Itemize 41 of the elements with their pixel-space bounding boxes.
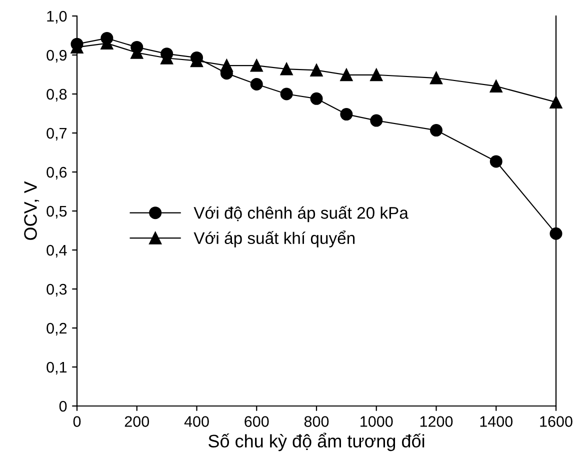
point: [430, 124, 442, 137]
point: [250, 59, 263, 72]
x-tick-label: 1000: [360, 416, 393, 427]
point: [310, 64, 323, 76]
y-tick-label: 0,1: [46, 362, 67, 374]
y-tick-label: 0,4: [46, 244, 67, 258]
x-tick-label: 1200: [420, 416, 453, 427]
y-tick-label: 0,9: [46, 50, 67, 62]
y-tick-label: 0,3: [46, 284, 67, 296]
point: [370, 114, 383, 127]
point: [430, 72, 442, 84]
point: [550, 227, 562, 240]
point: [490, 80, 502, 92]
x-tick-label: 200: [124, 416, 150, 427]
point: [370, 68, 383, 82]
legend-label: Với độ chênh áp suất 20 kPa: [194, 206, 408, 222]
point: [220, 59, 233, 72]
point: [490, 155, 502, 168]
point: [250, 78, 263, 90]
x-tick-label: 400: [184, 416, 209, 427]
x-tick-label: 600: [244, 416, 269, 427]
point: [550, 96, 562, 108]
x-axis-title: Số chu kỳ độ ẩm tương đối: [208, 432, 424, 452]
x-tick-label: 800: [304, 416, 329, 427]
point: [280, 62, 293, 76]
y-tick-label: 0,8: [46, 88, 67, 102]
x-tick-label: 1400: [480, 416, 513, 427]
legend-label: Với áp suất khí quyển: [194, 230, 355, 248]
point: [310, 92, 323, 105]
point: [340, 68, 353, 82]
x-tick-label: 1600: [540, 416, 572, 427]
point: [280, 88, 293, 100]
y-axis-title: OCV, V: [24, 181, 40, 240]
y-tick-label: 0,6: [46, 166, 67, 180]
y-tick-label: 0,5: [46, 206, 67, 218]
y-tick-label: 0,2: [46, 322, 67, 336]
y-tick-label: 1,0: [47, 10, 67, 24]
x-tick-label: 0: [73, 416, 81, 427]
point: [340, 108, 353, 121]
y-tick-label: 0: [59, 400, 67, 412]
y-tick-label: 0,7: [46, 128, 67, 140]
